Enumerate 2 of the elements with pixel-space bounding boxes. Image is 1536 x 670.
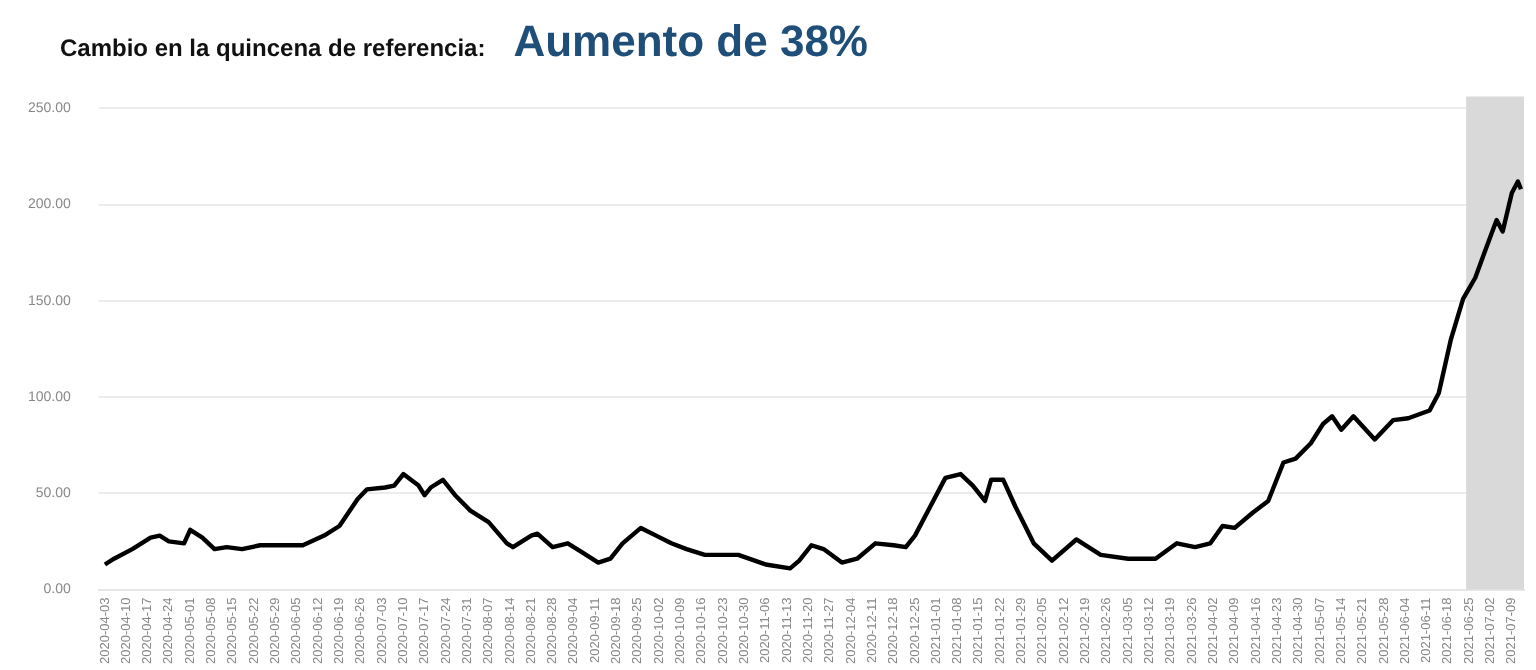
chart-subtitle: Aumento de 38%	[513, 16, 868, 68]
chart-title: Cambio en la quincena de referencia:	[60, 32, 486, 66]
